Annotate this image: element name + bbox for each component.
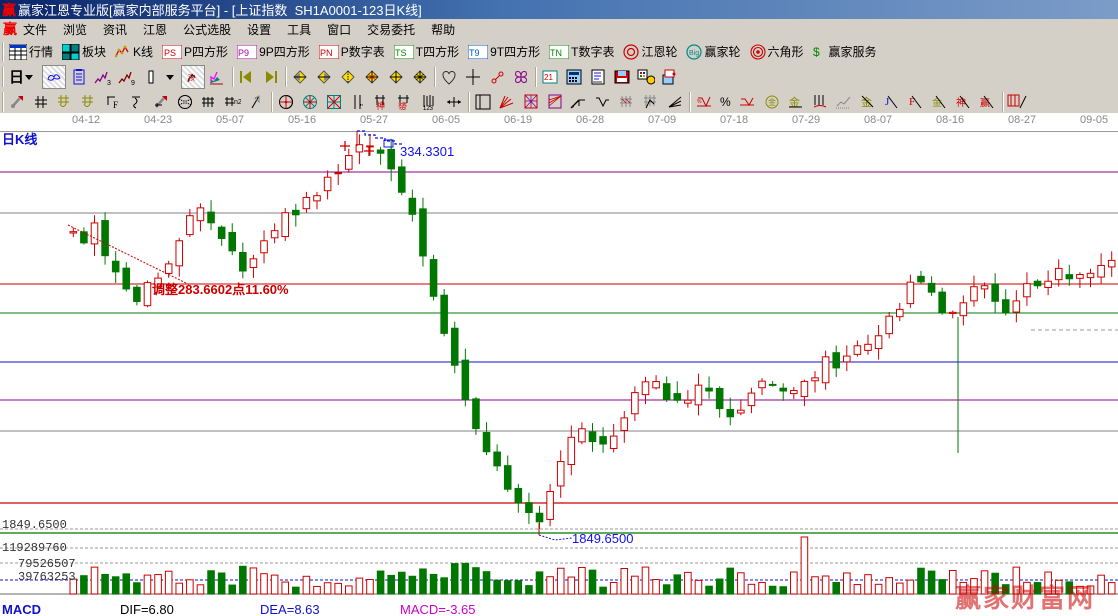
svg-text:P9: P9 <box>238 48 249 58</box>
svg-text:%: % <box>697 99 702 105</box>
svg-text:神: 神 <box>376 100 385 110</box>
svg-text:F: F <box>113 100 118 109</box>
svg-text:21: 21 <box>544 73 553 82</box>
svg-text:TS: TS <box>395 48 407 58</box>
svg-text:1849.6500: 1849.6500 <box>572 531 633 546</box>
svg-text:Big: Big <box>689 50 699 57</box>
svg-text:PN: PN <box>320 48 333 58</box>
svg-text:123: 123 <box>423 106 434 110</box>
svg-text:PS: PS <box>164 48 176 58</box>
svg-text:9: 9 <box>131 80 135 85</box>
svg-text:n2: n2 <box>234 99 241 106</box>
svg-text:334.3301: 334.3301 <box>400 144 454 159</box>
svg-text:赟: 赟 <box>398 101 407 110</box>
svg-text:3: 3 <box>107 80 111 85</box>
svg-text:": " <box>360 103 363 110</box>
svg-text:T9: T9 <box>469 48 480 58</box>
svg-text:$: $ <box>813 45 820 59</box>
svg-text:孩: 孩 <box>188 73 195 82</box>
svg-text:金: 金 <box>768 97 776 107</box>
svg-text:TN: TN <box>550 48 562 58</box>
svg-text:F: F <box>909 96 915 108</box>
